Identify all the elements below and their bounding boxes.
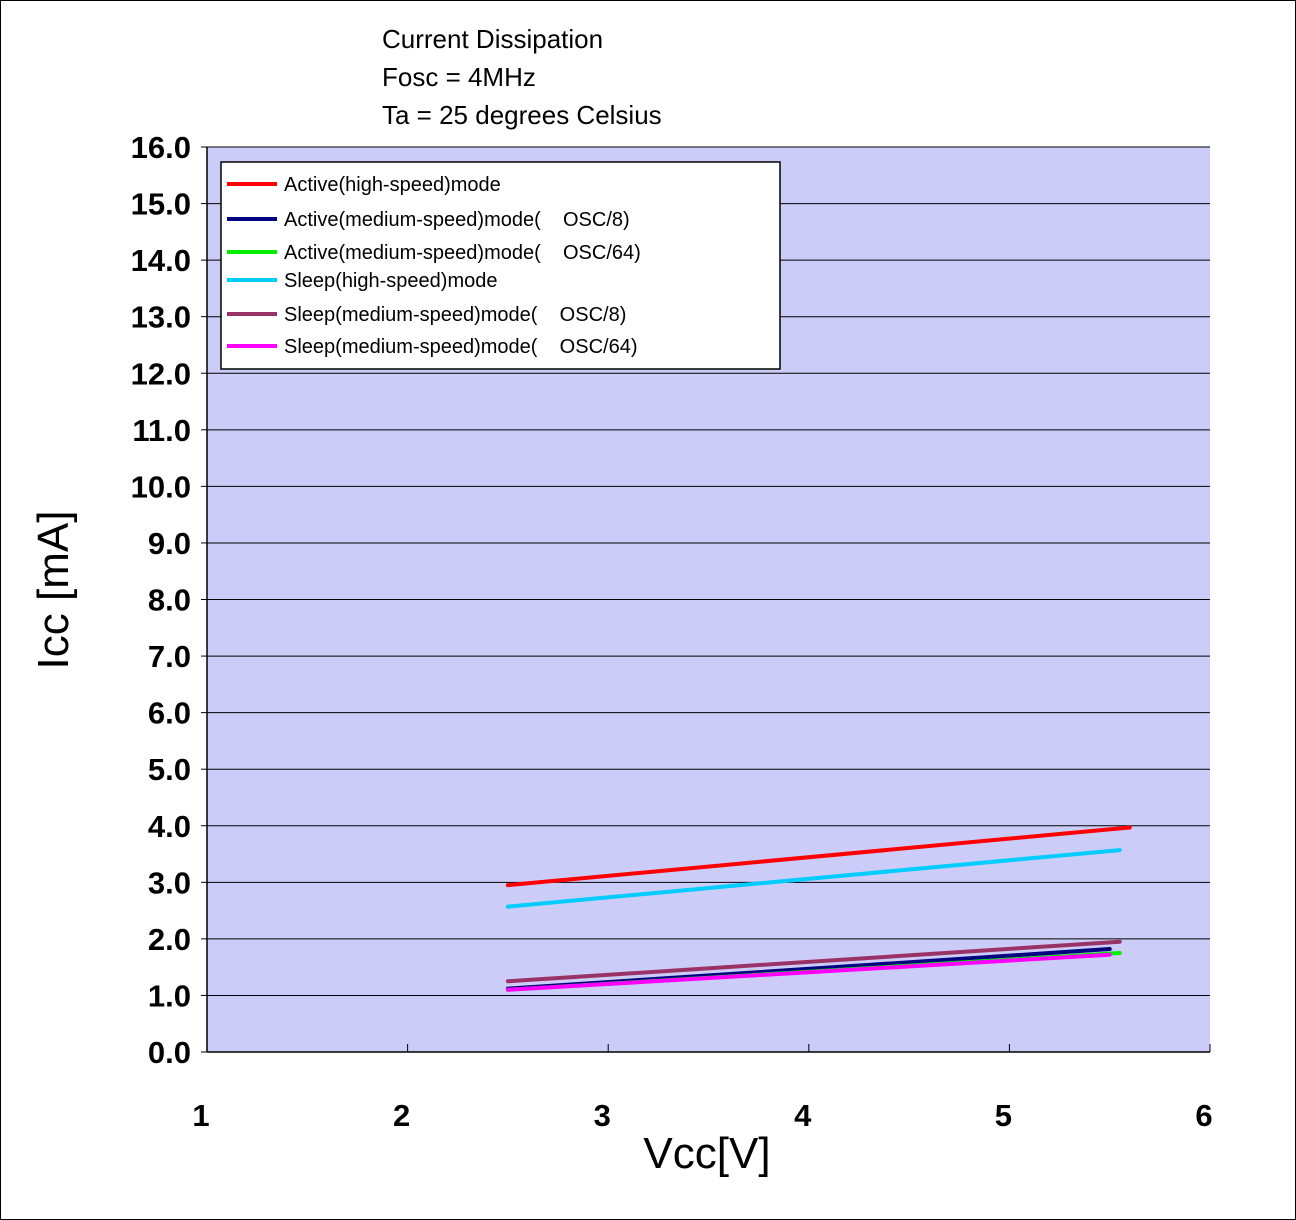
y-tick-label: 11.0 [132, 413, 191, 448]
y-tick-label: 7.0 [148, 639, 191, 674]
legend-label: Sleep(high-speed)mode [284, 270, 497, 292]
y-tick-label: 12.0 [131, 356, 191, 391]
y-tick-label: 3.0 [148, 865, 191, 900]
y-tick-label: 1.0 [148, 978, 191, 1013]
series-line [505, 848, 1122, 909]
y-tick-label: 16.0 [131, 130, 191, 165]
legend-label: Active(high-speed)mode [284, 174, 501, 196]
y-tick-label: 15.0 [131, 187, 191, 222]
legend-label: Active(medium-speed)mode( OSC/64) [284, 242, 641, 264]
y-tick-label: 8.0 [148, 583, 191, 618]
y-tick-label: 0.0 [148, 1035, 191, 1070]
y-tick-labels: 0.0 1.0 2.0 3.0 4.0 5.0 6.0 7.0 8.0 9.0 10.0 11.0 12… [131, 130, 191, 1070]
x-tick-label: 4 [794, 1098, 812, 1133]
y-axis-label: Icc [mA] [29, 510, 78, 670]
axes [206, 147, 1211, 1053]
chart-subtitle-ta: Ta = 25 degrees Celsius [382, 100, 662, 130]
x-tick-label: 1 [192, 1098, 209, 1133]
y-tick-label: 6.0 [148, 696, 191, 731]
chart-subtitle-fosc: Fosc = 4MHz [382, 62, 536, 92]
legend: Active(high-speed)mode Active(medium-spee… [220, 161, 781, 370]
chart-title: Current Dissipation [382, 24, 604, 54]
legend-label: Sleep(medium-speed)mode( OSC/8) [284, 304, 626, 326]
x-axis-label: Vcc[V] [643, 1129, 771, 1178]
x-tick-label: 2 [393, 1098, 410, 1133]
x-tick-label: 3 [594, 1098, 611, 1133]
y-tick-label: 10.0 [131, 469, 191, 504]
legend-box [220, 161, 781, 370]
y-tick-label: 9.0 [148, 526, 191, 561]
legend-label: Active(medium-speed)mode( OSC/8) [284, 209, 630, 231]
legend-label: Sleep(medium-speed)mode( OSC/64) [284, 336, 637, 358]
series-line [505, 939, 1122, 984]
x-tick-labels: 1 2 3 4 5 6 [192, 1098, 1212, 1133]
series-line [505, 952, 1112, 992]
y-tick-label: 13.0 [131, 300, 191, 335]
y-tick-label: 2.0 [148, 922, 191, 957]
chart-title-block: Current Dissipation Fosc = 4MHz Ta = 25 … [382, 20, 662, 134]
x-tick-label: 5 [995, 1098, 1012, 1133]
y-tick-label: 5.0 [148, 752, 191, 787]
y-tick-label: 4.0 [148, 809, 191, 844]
series-line [505, 825, 1132, 888]
series-lines [505, 825, 1132, 992]
x-tick-label: 6 [1195, 1098, 1212, 1133]
y-tick-label: 14.0 [131, 243, 191, 278]
